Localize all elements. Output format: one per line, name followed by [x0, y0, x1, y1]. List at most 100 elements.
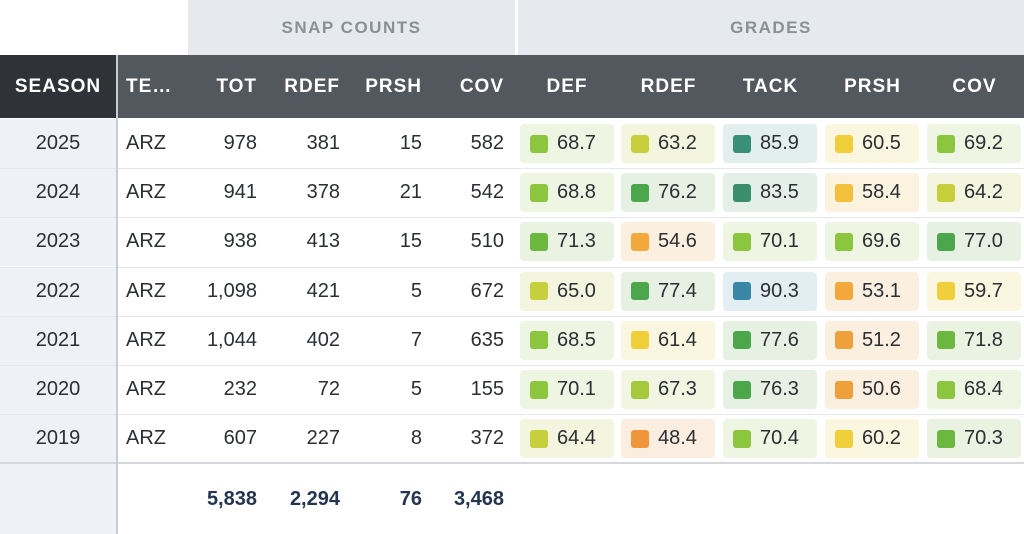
team-cell: ARZ — [126, 378, 166, 400]
season-cell: 2023 — [0, 217, 116, 267]
snap-prsh-cell: 5 — [410, 378, 422, 400]
col-header-grade-prsh[interactable]: PRSH — [844, 75, 901, 97]
grade-cov-cell: 68.4 — [927, 370, 1021, 409]
grade-value: 64.2 — [964, 181, 1003, 204]
snap-prsh-cell: 15 — [399, 230, 422, 253]
col-header-cov[interactable]: COV — [459, 75, 504, 97]
total-prsh: 76 — [399, 487, 422, 510]
grade-value: 60.2 — [862, 427, 901, 450]
row-divider — [0, 217, 1024, 219]
snap-tot-cell: 1,044 — [206, 328, 257, 351]
grade-color-swatch — [937, 429, 955, 448]
total-rdef: 2,294 — [289, 487, 340, 510]
grade-value: 85.9 — [760, 132, 799, 154]
col-header-grade-def[interactable]: DEF — [546, 75, 588, 97]
snap-cov-cell: 672 — [470, 279, 504, 302]
table-row[interactable]: 2019 ARZ 607 227 8 372 64.4 48.4 70.4 60.2 70.3 — [0, 414, 1024, 464]
grade-def-cell: 68.8 — [520, 173, 614, 213]
grade-rdef-cell: 61.4 — [621, 320, 715, 360]
col-header-grade-tack[interactable]: TACK — [742, 75, 799, 97]
snap-cov-cell: 510 — [470, 230, 504, 253]
grade-value: 76.2 — [658, 181, 697, 204]
snap-cov-cell: 582 — [470, 132, 504, 154]
grade-tack-cell: 77.6 — [723, 320, 817, 360]
season-cell: 2024 — [0, 168, 116, 218]
grade-prsh-cell: 58.4 — [825, 173, 919, 213]
grade-value: 51.2 — [862, 328, 901, 351]
row-divider — [0, 365, 1024, 366]
table-row[interactable]: 2021 ARZ 1,044 402 7 635 68.5 61.4 77.6 51.2 71.8 — [0, 315, 1024, 365]
grade-value: 64.4 — [557, 427, 596, 450]
grade-cov-cell: 77.0 — [927, 222, 1021, 262]
grade-value: 68.4 — [964, 378, 1003, 400]
grade-def-cell: 68.5 — [520, 320, 614, 360]
totals-divider — [0, 462, 1024, 464]
grade-cov-cell: 71.8 — [927, 320, 1021, 360]
table-row[interactable]: 2020 ARZ 232 72 5 155 70.1 67.3 76.3 50.6 68.4 — [0, 365, 1024, 414]
grade-def-cell: 70.1 — [520, 370, 614, 409]
grade-value: 59.7 — [964, 279, 1003, 302]
grade-color-swatch — [631, 282, 649, 301]
snap-tot-cell: 232 — [223, 378, 257, 400]
grade-cov-cell: 69.2 — [927, 124, 1021, 163]
season-cell: 2022 — [0, 266, 116, 316]
table-row[interactable]: 2025 ARZ 978 381 15 582 68.7 63.2 85.9 60.5 69.2 — [0, 119, 1024, 168]
total-tot: 5,838 — [206, 487, 257, 510]
grade-value: 60.5 — [862, 132, 901, 154]
grade-def-cell: 65.0 — [520, 271, 614, 311]
table-row[interactable]: 2022 ARZ 1,098 421 5 672 65.0 77.4 90.3 53.1 59.7 — [0, 266, 1024, 316]
grade-color-swatch — [937, 232, 955, 251]
grade-color-swatch — [733, 331, 751, 350]
row-divider — [0, 414, 1024, 416]
grade-color-swatch — [937, 331, 955, 350]
grade-color-swatch — [835, 380, 853, 399]
totals-season-cell — [0, 464, 116, 534]
col-header-grade-rdef[interactable]: RDEF — [640, 75, 697, 97]
table-row[interactable]: 2024 ARZ 941 378 21 542 68.8 76.2 83.5 58.4 64.2 — [0, 168, 1024, 218]
grade-color-swatch — [835, 183, 853, 202]
grade-def-cell: 64.4 — [520, 419, 614, 459]
grade-def-cell: 71.3 — [520, 222, 614, 262]
grade-rdef-cell: 67.3 — [621, 370, 715, 409]
col-header-grade-cov[interactable]: COV — [952, 75, 997, 97]
grade-tack-cell: 90.3 — [723, 271, 817, 311]
snap-rdef-cell: 402 — [306, 328, 340, 351]
grade-color-swatch — [631, 429, 649, 448]
grade-value: 77.6 — [760, 328, 799, 351]
grade-def-cell: 68.7 — [520, 124, 614, 163]
grade-color-swatch — [733, 183, 751, 202]
grade-tack-cell: 76.3 — [723, 370, 817, 409]
col-header-rdef[interactable]: RDEF — [284, 75, 340, 97]
grade-value: 68.5 — [557, 328, 596, 351]
col-header-team[interactable]: TE… — [126, 75, 173, 97]
grade-rdef-cell: 48.4 — [621, 419, 715, 459]
snap-rdef-cell: 381 — [306, 132, 340, 154]
grade-value: 67.3 — [658, 378, 697, 400]
grade-color-swatch — [530, 282, 548, 301]
col-header-prsh[interactable]: PRSH — [365, 75, 422, 97]
grade-value: 50.6 — [862, 378, 901, 400]
row-divider — [0, 315, 1024, 317]
grade-color-swatch — [631, 232, 649, 251]
grade-color-swatch — [631, 331, 649, 350]
grade-color-swatch — [835, 134, 853, 153]
grade-color-swatch — [835, 429, 853, 448]
col-header-tot[interactable]: TOT — [216, 75, 257, 97]
snap-prsh-cell: 8 — [410, 427, 422, 450]
grade-prsh-cell: 51.2 — [825, 320, 919, 360]
grade-color-swatch — [835, 232, 853, 251]
team-cell: ARZ — [126, 132, 166, 154]
col-header-season[interactable]: SEASON — [0, 55, 116, 118]
grade-value: 54.6 — [658, 230, 697, 253]
snap-prsh-cell: 15 — [399, 132, 422, 154]
table-row[interactable]: 2023 ARZ 938 413 15 510 71.3 54.6 70.1 69.6 77.0 — [0, 217, 1024, 267]
grade-tack-cell: 83.5 — [723, 173, 817, 213]
grade-value: 48.4 — [658, 427, 697, 450]
grade-value: 70.3 — [964, 427, 1003, 450]
group-header-row: SNAP COUNTS GRADES — [0, 0, 1024, 55]
snap-rdef-cell: 413 — [306, 230, 340, 253]
season-cell: 2019 — [0, 414, 116, 464]
grade-value: 58.4 — [862, 181, 901, 204]
grade-rdef-cell: 76.2 — [621, 173, 715, 213]
grade-color-swatch — [530, 331, 548, 350]
